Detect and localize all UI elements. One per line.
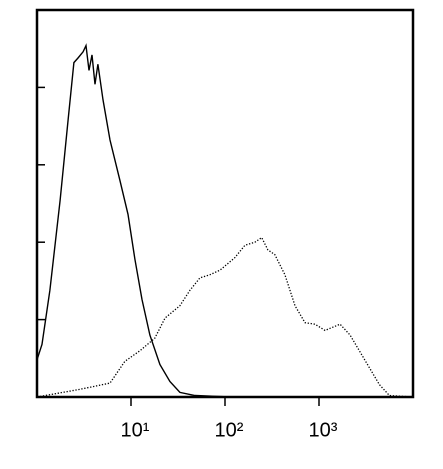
- series-line: [36, 236, 414, 398]
- x-tick-label: 10²: [215, 419, 244, 441]
- x-tick-label: 10³: [309, 419, 338, 441]
- x-tick-label: 10¹: [121, 419, 150, 441]
- series-line: [36, 43, 230, 398]
